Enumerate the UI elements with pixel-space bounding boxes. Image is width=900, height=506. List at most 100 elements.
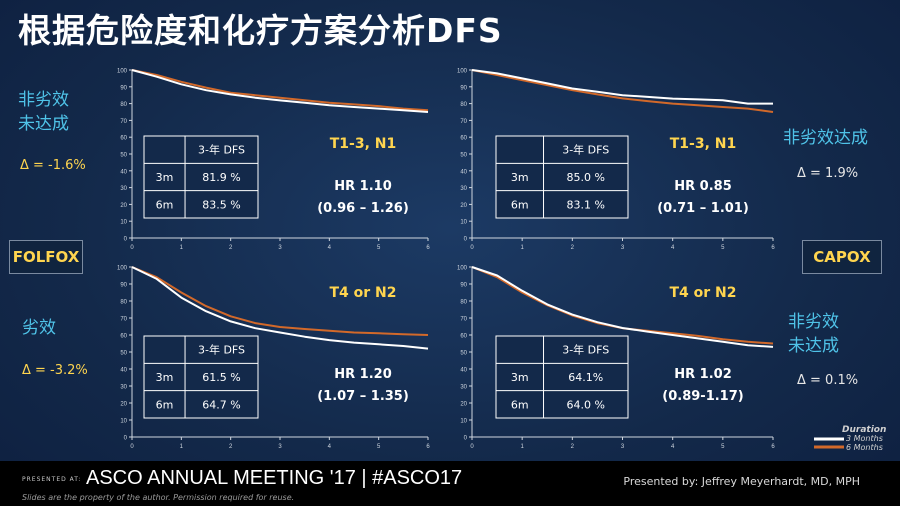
legend-item-3m: 3 Months: [846, 434, 883, 443]
capox-bottom-verdict: 非劣效 未达成: [788, 312, 839, 356]
y-tick-label: 80: [460, 102, 467, 108]
dfs-table: 3-年 DFS 3m 81.9 % 6m 83.5 %: [143, 135, 259, 219]
folfox-label: FOLFOX: [9, 240, 83, 274]
y-tick-label: 50: [460, 351, 467, 357]
x-tick-label: 6: [771, 245, 775, 251]
dfs-table-frame: [143, 135, 259, 219]
dfs-table-value: 83.5 %: [202, 198, 240, 211]
dfs-table-header: 3-年 DFS: [562, 343, 609, 357]
series-line-6m: [131, 69, 429, 112]
y-tick-label: 50: [120, 351, 127, 357]
y-tick-label: 90: [460, 85, 467, 91]
y-tick-label: 10: [460, 220, 467, 226]
y-tick-label: 0: [124, 237, 128, 243]
y-tick-label: 80: [460, 300, 467, 306]
y-tick-label: 30: [460, 186, 467, 192]
y-tick-label: 0: [464, 237, 468, 243]
series-line-6m: [471, 69, 774, 113]
y-tick-label: 100: [457, 266, 468, 272]
x-tick-label: 5: [721, 245, 725, 251]
dfs-table-arm: 6m: [156, 398, 174, 411]
dfs-table-arm: 6m: [156, 198, 174, 211]
slide-title: 根据危险度和化疗方案分析DFS: [18, 11, 503, 50]
risk-group-label: T4 or N2: [329, 285, 396, 301]
x-tick-label: 0: [130, 245, 134, 251]
dfs-table-header: 3-年 DFS: [198, 143, 245, 157]
series-line-6m: [471, 266, 774, 345]
y-tick-label: 60: [120, 334, 127, 340]
disclaimer: Slides are the property of the author. P…: [22, 493, 295, 502]
x-tick-label: 6: [426, 245, 430, 251]
dfs-table-arm: 6m: [511, 398, 529, 411]
x-tick-label: 2: [571, 444, 575, 450]
confidence-interval: (0.71 – 1.01): [657, 201, 749, 216]
y-tick-label: 30: [460, 385, 467, 391]
y-tick-label: 0: [124, 436, 128, 442]
legend: Duration 3 Months 6 Months: [812, 425, 896, 453]
x-tick-label: 1: [180, 245, 184, 251]
presenter: Presented by: Jeffrey Meyerhardt, MD, MP…: [623, 475, 860, 488]
x-tick-label: 4: [328, 444, 332, 450]
x-tick-label: 2: [229, 444, 233, 450]
y-tick-label: 30: [120, 186, 127, 192]
y-tick-label: 60: [120, 136, 127, 142]
x-tick-label: 5: [377, 444, 381, 450]
y-tick-label: 20: [460, 203, 467, 209]
y-tick-label: 100: [457, 69, 468, 75]
x-tick-label: 6: [771, 444, 775, 450]
dfs-table-frame: [495, 335, 629, 419]
y-tick-label: 20: [460, 402, 467, 408]
y-tick-label: 50: [120, 153, 127, 159]
y-tick-label: 90: [120, 85, 127, 91]
dfs-table-frame: [495, 135, 629, 219]
x-tick-label: 4: [328, 245, 332, 251]
x-tick-label: 4: [671, 245, 675, 251]
x-tick-label: 5: [721, 444, 725, 450]
hazard-ratio: HR 0.85: [674, 179, 732, 194]
dfs-table-value: 61.5 %: [202, 371, 240, 384]
series-line-6m: [131, 266, 429, 336]
dfs-table-arm: 3m: [511, 371, 529, 384]
x-tick-label: 1: [180, 444, 184, 450]
y-tick-label: 40: [120, 368, 127, 374]
y-tick-label: 40: [120, 169, 127, 175]
y-tick-label: 50: [460, 153, 467, 159]
capox-top-delta: Δ = 1.9%: [797, 166, 859, 181]
x-tick-label: 1: [520, 245, 524, 251]
capox-label: CAPOX: [802, 240, 882, 274]
folfox-top-verdict: 非劣效 未达成: [18, 90, 69, 134]
confidence-interval: (1.07 – 1.35): [317, 389, 409, 404]
y-tick-label: 70: [460, 317, 467, 323]
risk-group-label: T1-3, N1: [330, 136, 397, 152]
x-tick-label: 1: [520, 444, 524, 450]
x-tick-label: 3: [621, 245, 625, 251]
y-tick-label: 90: [460, 283, 467, 289]
y-tick-label: 10: [120, 419, 127, 425]
x-tick-label: 3: [621, 444, 625, 450]
dfs-table: 3-年 DFS 3m 64.1% 6m 64.0 %: [495, 335, 629, 419]
legend-item-6m: 6 Months: [846, 443, 883, 452]
legend-swatches: [814, 437, 844, 449]
x-tick-label: 0: [470, 444, 474, 450]
dfs-table: 3-年 DFS 3m 61.5 % 6m 64.7 %: [143, 335, 259, 419]
dfs-table-header: 3-年 DFS: [198, 343, 245, 357]
x-tick-label: 5: [377, 245, 381, 251]
dfs-table-value: 64.7 %: [202, 398, 240, 411]
series-line-3m: [131, 266, 429, 350]
y-tick-label: 10: [120, 220, 127, 226]
y-tick-label: 90: [120, 283, 127, 289]
x-tick-label: 0: [130, 444, 134, 450]
y-tick-label: 70: [460, 119, 467, 125]
dfs-table-value: 64.0 %: [567, 398, 605, 411]
dfs-table-frame: [143, 335, 259, 419]
legend-title: Duration: [842, 425, 887, 435]
x-tick-label: 3: [278, 444, 282, 450]
dfs-table-value: 81.9 %: [202, 171, 240, 184]
confidence-interval: (0.89-1.17): [662, 389, 743, 404]
risk-group-label: T1-3, N1: [670, 136, 737, 152]
y-tick-label: 80: [120, 102, 127, 108]
y-tick-label: 80: [120, 300, 127, 306]
y-tick-label: 40: [460, 169, 467, 175]
